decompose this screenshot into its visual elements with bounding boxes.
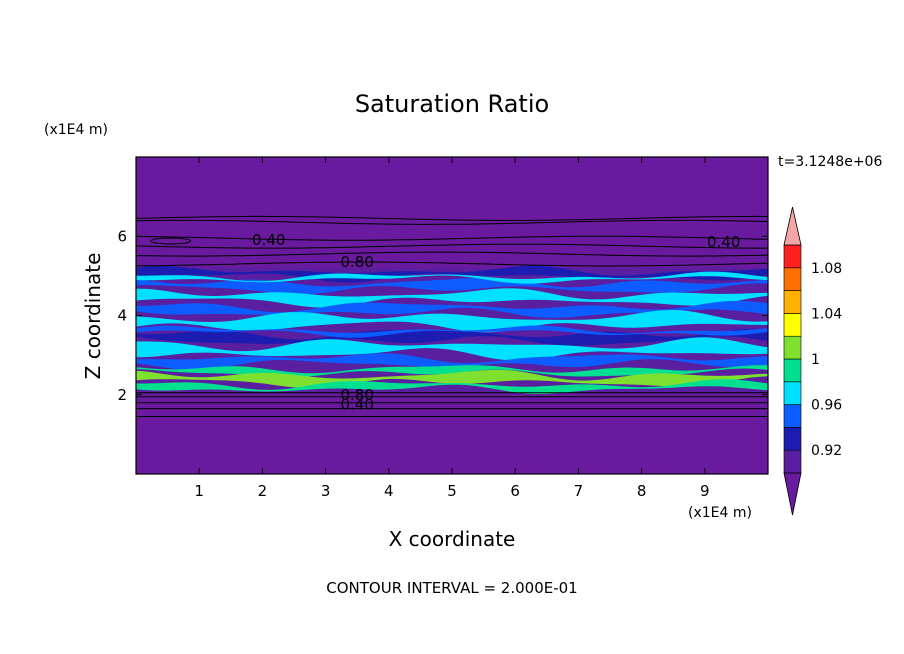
field-band xyxy=(136,369,768,389)
colorbar-segment xyxy=(783,404,802,428)
colorbar-over-arrow xyxy=(783,206,802,246)
colorbar-tick-label: 0.92 xyxy=(811,443,842,459)
field-band xyxy=(136,271,768,284)
contour-interval-footer: CONTOUR INTERVAL = 2.000E-01 xyxy=(326,579,577,597)
x-unit-label: (x1E4 m) xyxy=(688,505,752,521)
contour-line xyxy=(136,243,768,249)
field-band xyxy=(136,310,768,333)
contour-line xyxy=(136,261,768,267)
field-band xyxy=(136,365,768,378)
field-band xyxy=(136,265,768,283)
colorbar-under-arrow xyxy=(783,472,802,516)
field-band xyxy=(136,277,768,295)
colorbar-tick-label: 1 xyxy=(811,352,820,368)
time-label: t=3.1248e+06 xyxy=(778,154,882,170)
x-tick-label: 1 xyxy=(194,482,204,500)
colorbar-segment xyxy=(783,358,802,383)
x-tick-label: 8 xyxy=(637,482,647,500)
colorbar-tick-label: 1.04 xyxy=(811,306,842,322)
colorbar-segment xyxy=(783,427,802,451)
field-band xyxy=(136,337,768,361)
contour-line xyxy=(136,251,768,257)
colorbar: 0.92 0.96 1 1.04 1.08 xyxy=(783,206,842,516)
contour-line xyxy=(136,215,768,221)
x-tick-label: 2 xyxy=(258,482,268,500)
y-tick-label: 4 xyxy=(117,307,127,325)
x-tick-label: 9 xyxy=(700,482,710,500)
contour-island xyxy=(150,237,192,245)
x-tick-label: 6 xyxy=(510,482,520,500)
x-tick-label: 3 xyxy=(321,482,331,500)
plot-area xyxy=(136,157,768,474)
colorbar-segment xyxy=(783,290,802,314)
contour-line xyxy=(136,219,768,225)
colorbar-tick-label: 0.96 xyxy=(811,398,842,414)
y-unit-label: (x1E4 m) xyxy=(44,122,108,138)
colorbar-tick-label: 1.08 xyxy=(811,261,842,277)
field-band xyxy=(136,379,768,394)
colorbar-segment xyxy=(783,335,802,360)
field-band xyxy=(136,328,768,346)
y-axis-label: Z coordinate xyxy=(81,253,105,380)
field-band xyxy=(136,325,768,338)
colorbar-segment xyxy=(783,313,802,337)
field-band xyxy=(136,288,768,308)
y-tick-label: 2 xyxy=(117,386,127,404)
field-band xyxy=(136,353,768,371)
x-tick-label: 4 xyxy=(384,482,394,500)
colorbar-segment xyxy=(783,449,802,474)
contour-label: 0.80 xyxy=(340,386,373,404)
chart-title: Saturation Ratio xyxy=(355,90,549,118)
colorbar-segment xyxy=(783,381,802,405)
contour-label: 0.40 xyxy=(252,231,285,249)
colorbar-segment xyxy=(783,244,802,269)
contour-line xyxy=(136,235,768,241)
x-tick-label: 5 xyxy=(447,482,457,500)
x-axis-label: X coordinate xyxy=(389,527,516,551)
contour-label: 0.80 xyxy=(340,253,373,271)
x-tick-label: 7 xyxy=(574,482,584,500)
contour-label: 0.40 xyxy=(707,233,740,251)
colorbar-segment xyxy=(783,267,802,291)
contour-label: 0.40 xyxy=(340,396,373,414)
y-tick-label: 6 xyxy=(117,227,127,245)
